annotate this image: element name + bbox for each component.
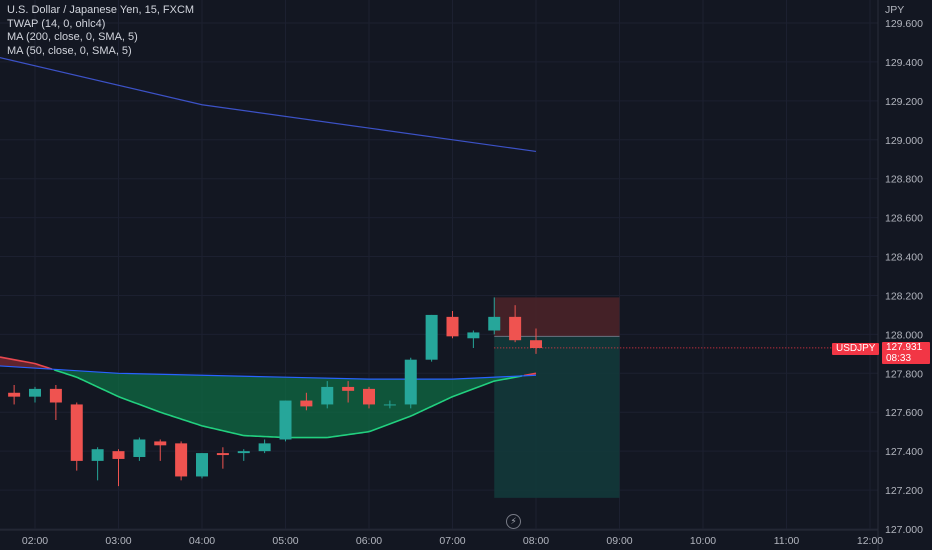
last-price: 127.931	[886, 342, 923, 353]
candle-up	[29, 388, 41, 397]
x-tick-label: 11:00	[774, 535, 800, 547]
candle-down	[112, 451, 125, 459]
candle-series	[8, 297, 542, 487]
candle-up	[321, 386, 334, 405]
legend-ma50[interactable]: MA (50, close, 0, SMA, 5)	[7, 44, 132, 57]
candle-up	[425, 314, 438, 360]
ma50-line	[0, 365, 537, 380]
chart-grid	[0, 0, 878, 530]
ma200-line	[0, 57, 537, 153]
candle-down	[8, 392, 21, 397]
x-tick-label: 04:00	[189, 535, 215, 547]
x-tick-label: 03:00	[105, 535, 131, 547]
legend-twap[interactable]: TWAP (14, 0, ohlc4)	[7, 17, 106, 30]
y-tick-label: 128.600	[885, 213, 923, 225]
position-zones	[494, 297, 878, 498]
candle-down	[530, 340, 542, 349]
y-tick-label: 127.000	[885, 524, 923, 536]
y-tick-label: 127.400	[885, 446, 923, 458]
y-tick-label: 129.000	[885, 135, 923, 147]
y-tick-label: 128.200	[885, 290, 923, 302]
moving-averages	[0, 57, 537, 380]
candle-up	[196, 453, 208, 477]
candle-up	[404, 359, 417, 405]
x-tick-label: 08:00	[523, 535, 549, 547]
last-price-tag: 127.931 08:33	[882, 342, 930, 364]
candle-down	[300, 400, 313, 407]
candle-up	[258, 443, 271, 452]
y-tick-label: 127.200	[885, 485, 923, 497]
x-tick-label: 12:00	[857, 535, 883, 547]
chart-legend: U.S. Dollar / Japanese Yen, 15, FXCM TWA…	[7, 4, 194, 58]
x-tick-label: 09:00	[606, 535, 632, 547]
symbol-tag: USDJPY	[832, 343, 880, 355]
bar-countdown: 08:33	[886, 353, 912, 364]
y-tick-label: 128.800	[885, 174, 923, 186]
candle-up	[383, 404, 396, 406]
candle-down	[175, 443, 188, 477]
candle-up	[133, 439, 146, 457]
candle-up	[279, 400, 292, 440]
x-tick-label: 06:00	[356, 535, 382, 547]
candle-down	[342, 386, 355, 391]
time-axis[interactable]: 02:00 03:00 04:00 05:00 06:00 07:00 08:00 09:00…	[0, 529, 883, 547]
candle-down	[70, 404, 83, 461]
candle-down	[154, 441, 167, 446]
candle-up	[91, 449, 104, 461]
legend-ma200[interactable]: MA (200, close, 0, SMA, 5)	[7, 31, 138, 43]
y-tick-label: 129.200	[885, 96, 923, 108]
candle-up	[467, 332, 480, 339]
y-tick-label: 128.400	[885, 252, 923, 264]
currency-label: JPY	[885, 4, 904, 16]
y-tick-label: 127.800	[885, 368, 923, 380]
lightning-icon[interactable]: ⚡	[506, 514, 521, 529]
y-tick-label: 128.000	[885, 329, 923, 341]
take-profit-zone	[494, 336, 620, 498]
x-tick-label: 02:00	[22, 535, 48, 547]
candle-up	[488, 316, 501, 331]
y-tick-label: 127.600	[885, 407, 923, 419]
x-tick-label: 10:00	[690, 535, 716, 547]
price-axis[interactable]: JPY 129.600 129.400 129.200 129.000 128.800 12…	[877, 0, 923, 550]
twap-line	[0, 356, 53, 370]
x-tick-label: 07:00	[439, 535, 465, 547]
candle-down	[509, 316, 522, 341]
candle-down	[363, 388, 375, 405]
x-tick-label: 05:00	[272, 535, 298, 547]
candle-down	[446, 316, 459, 337]
candle-up	[237, 451, 250, 454]
y-tick-label: 129.400	[885, 57, 923, 69]
candle-down	[216, 453, 229, 456]
legend-symbol[interactable]: U.S. Dollar / Japanese Yen, 15, FXCM	[7, 4, 195, 16]
y-tick-label: 129.600	[885, 18, 923, 30]
candle-down	[49, 388, 62, 403]
